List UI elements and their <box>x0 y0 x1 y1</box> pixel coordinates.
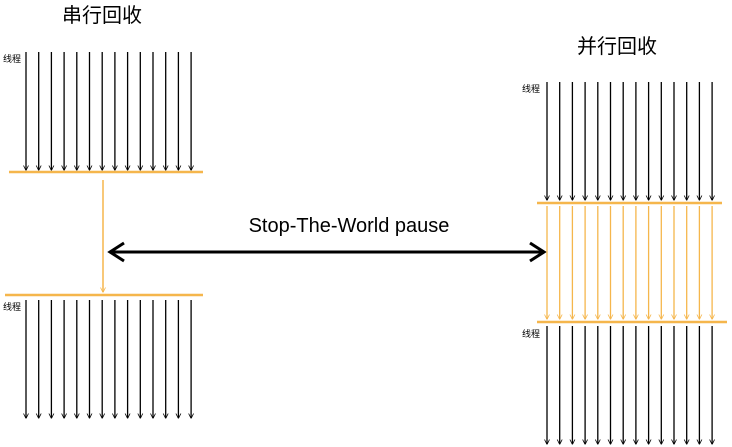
parallel-thread-label-bottom: 线程 <box>522 328 540 340</box>
pause-indicator: Stop-The-World pause <box>107 215 547 263</box>
pause-label: Stop-The-World pause <box>249 215 450 237</box>
serial-thread-label-bottom: 线程 <box>3 301 21 313</box>
pause-arrow-right-head <box>529 241 547 263</box>
serial-thread-label-top: 线程 <box>3 53 21 65</box>
parallel-section: 并行回收 线程 线程 <box>522 34 727 444</box>
pause-arrow-left-head <box>107 241 125 263</box>
parallel-top-threads <box>547 82 712 200</box>
parallel-bottom-threads <box>547 326 712 444</box>
parallel-thread-label-top: 线程 <box>522 83 540 95</box>
serial-bottom-threads <box>26 300 191 418</box>
serial-title: 串行回收 <box>62 3 142 27</box>
serial-top-threads <box>26 52 191 170</box>
parallel-title: 并行回收 <box>577 34 657 58</box>
parallel-gc-threads <box>547 206 712 319</box>
serial-section: 串行回收 线程 线程 <box>3 3 203 418</box>
